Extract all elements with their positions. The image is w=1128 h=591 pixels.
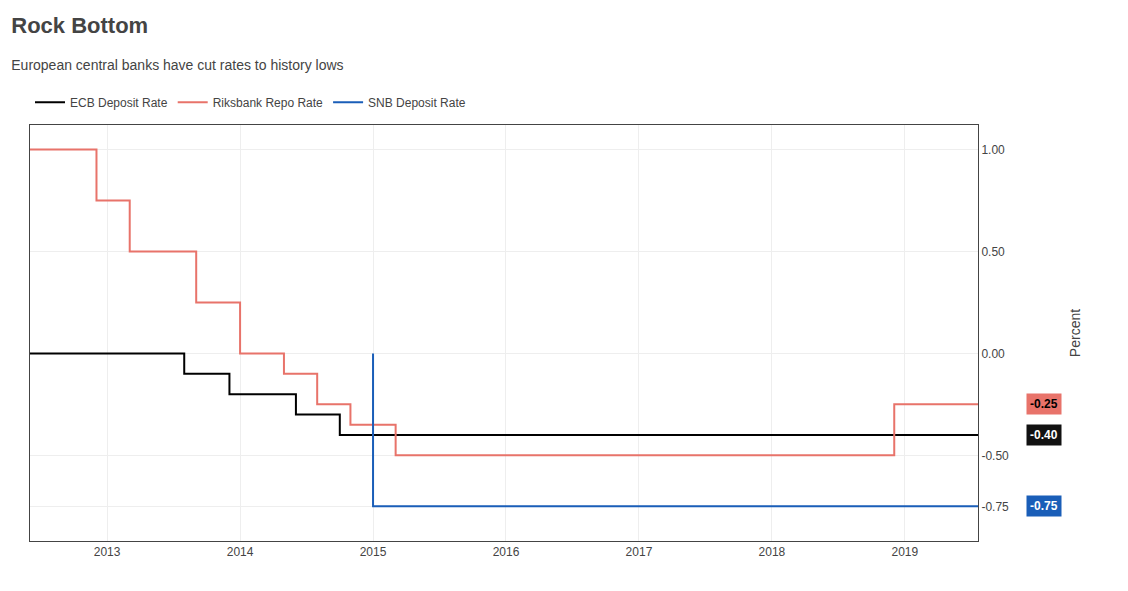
svg-text:2019: 2019 xyxy=(892,545,919,559)
svg-text:ECB Deposit Rate: ECB Deposit Rate xyxy=(70,96,168,110)
svg-text:Rock Bottom: Rock Bottom xyxy=(11,13,148,38)
svg-text:0.00: 0.00 xyxy=(981,347,1005,361)
svg-text:-0.25: -0.25 xyxy=(1030,397,1058,411)
svg-text:2018: 2018 xyxy=(759,545,786,559)
svg-text:-0.40: -0.40 xyxy=(1030,428,1058,442)
svg-text:Riksbank Repo Rate: Riksbank Repo Rate xyxy=(213,96,323,110)
svg-text:-0.75: -0.75 xyxy=(981,500,1009,514)
svg-text:2015: 2015 xyxy=(360,545,387,559)
svg-text:2016: 2016 xyxy=(493,545,520,559)
svg-text:0.50: 0.50 xyxy=(981,245,1005,259)
svg-text:2014: 2014 xyxy=(227,545,254,559)
svg-text:SNB Deposit Rate: SNB Deposit Rate xyxy=(368,96,466,110)
svg-text:Percent: Percent xyxy=(1067,309,1083,357)
svg-text:2017: 2017 xyxy=(626,545,653,559)
svg-text:-0.50: -0.50 xyxy=(981,449,1009,463)
svg-text:-0.75: -0.75 xyxy=(1030,499,1058,513)
svg-text:2013: 2013 xyxy=(94,545,121,559)
svg-text:European central banks have cu: European central banks have cut rates to… xyxy=(11,57,343,73)
svg-text:1.00: 1.00 xyxy=(981,143,1005,157)
